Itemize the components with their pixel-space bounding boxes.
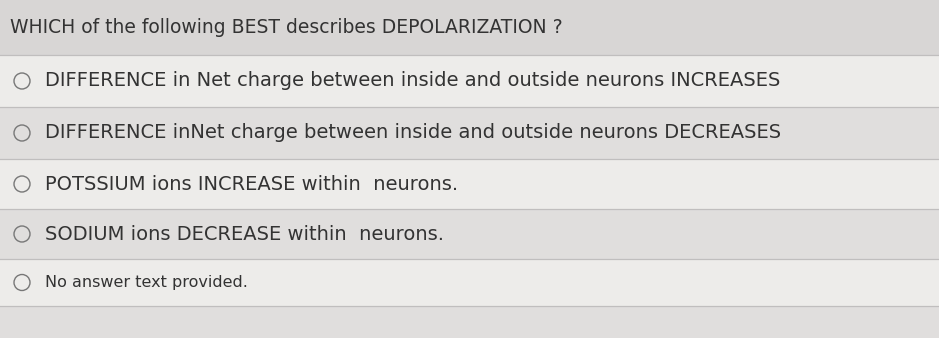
Text: DIFFERENCE in Net charge between inside and outside neurons INCREASES: DIFFERENCE in Net charge between inside …: [45, 72, 780, 91]
Bar: [0, 107, 939, 159]
Text: POTSSIUM ions INCREASE within  neurons.: POTSSIUM ions INCREASE within neurons.: [45, 174, 458, 193]
Text: No answer text provided.: No answer text provided.: [45, 275, 248, 290]
Bar: [0, 259, 939, 306]
Text: SODIUM ions DECREASE within  neurons.: SODIUM ions DECREASE within neurons.: [45, 224, 444, 243]
Bar: [0, 209, 939, 259]
Bar: [0, 0, 939, 55]
Text: DIFFERENCE inNet charge between inside and outside neurons DECREASES: DIFFERENCE inNet charge between inside a…: [45, 123, 781, 143]
Bar: [0, 159, 939, 209]
Text: WHICH of the following BEST describes DEPOLARIZATION ?: WHICH of the following BEST describes DE…: [10, 18, 562, 37]
Bar: [0, 55, 939, 107]
